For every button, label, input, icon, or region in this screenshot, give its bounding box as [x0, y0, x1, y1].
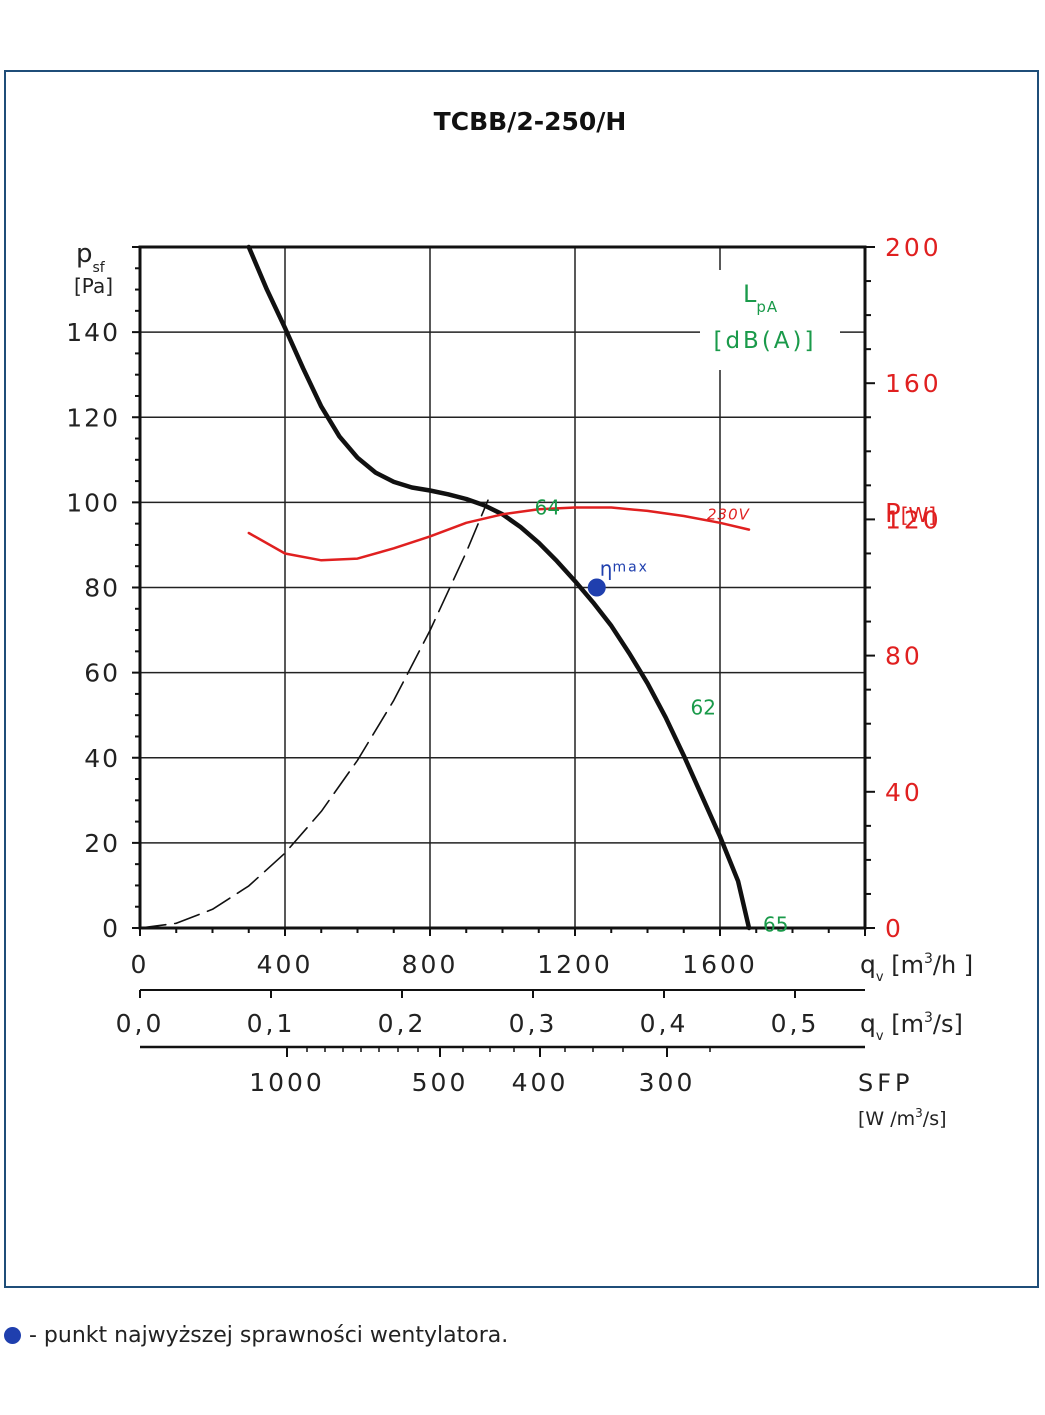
y-axis-unit: [Pa] — [74, 274, 113, 298]
noise-point-label: 64 — [535, 496, 560, 520]
power-curve — [247, 506, 751, 562]
x3-tick-label: 300 — [639, 1068, 696, 1097]
y-tick-label: 20 — [84, 829, 120, 858]
noise-point-label: 65 — [763, 913, 788, 937]
x-axis-title: qv [m3/h ] — [860, 950, 973, 985]
y2-tick-label: 120 — [885, 505, 942, 534]
y-tick-label: 80 — [84, 574, 120, 603]
y2-tick-label: 0 — [885, 914, 904, 943]
x-tick-label: 1200 — [537, 950, 613, 979]
y-tick-label: 140 — [66, 318, 120, 347]
x3-tick-label: 400 — [512, 1068, 569, 1097]
chart-frame — [4, 70, 1039, 1288]
x3-tick-label: 500 — [412, 1068, 469, 1097]
y-tick-label: 120 — [66, 403, 120, 432]
eta-max-point — [587, 578, 606, 597]
y2-tick-label: 40 — [885, 778, 923, 807]
x3-axis-title: SFP — [858, 1069, 914, 1097]
x-tick-label: 800 — [402, 950, 459, 979]
y2-tick-label: 200 — [885, 233, 942, 262]
chart-title: TCBB/2-250/H — [434, 107, 627, 136]
x3-axis-unit: [W /m3/s] — [858, 1106, 947, 1130]
y2-axis-title: P[W] — [885, 499, 936, 529]
fan-performance-chart: 0 20 40 60 80 100 120 140 psf[Pa] 0 40 80 120 160 200 P… — [66, 107, 973, 1130]
noise-label-box — [700, 270, 840, 370]
x2-axis-title: qv [m3/s] — [860, 1009, 963, 1044]
y-axis-title: psf — [76, 239, 106, 276]
footnote: - punkt najwyższej sprawności wentylator… — [4, 1320, 508, 1350]
x2-tick-label: 0,1 — [247, 1009, 296, 1038]
x2-tick-label: 0,0 — [116, 1009, 165, 1038]
y-tick-label: 60 — [84, 659, 120, 688]
x-tick-label: 400 — [257, 950, 314, 979]
y-tick-label: 0 — [102, 914, 120, 943]
noise-label-unit: [dB(A)] — [713, 328, 816, 354]
x2-tick-label: 0,3 — [509, 1009, 558, 1038]
eta-max-label: ηmax — [600, 557, 649, 581]
noise-point-label: 62 — [691, 696, 716, 720]
x2-tick-label: 0,4 — [640, 1009, 689, 1038]
axes: 0 20 40 60 80 100 120 140 psf[Pa] 0 40 80 120 160 200 P… — [66, 233, 973, 1130]
y-tick-label: 100 — [66, 488, 120, 517]
system-curve — [139, 499, 489, 929]
y2-tick-label: 80 — [885, 642, 923, 671]
y2-tick-label: 160 — [885, 369, 942, 398]
x-tick-label: 1600 — [682, 950, 758, 979]
x3-tick-label: 1000 — [249, 1068, 325, 1097]
power-series-label: 230V — [707, 506, 751, 524]
y-tick-label: 40 — [84, 744, 120, 773]
eta-point-legend-icon — [4, 1326, 21, 1344]
x-tick-label: 0 — [131, 950, 150, 979]
footnote-text: - punkt najwyższej sprawności wentylator… — [29, 1322, 509, 1348]
grid — [140, 246, 865, 928]
x2-tick-label: 0,2 — [378, 1009, 427, 1038]
x2-tick-label: 0,5 — [771, 1009, 820, 1038]
series-layer — [139, 244, 752, 931]
